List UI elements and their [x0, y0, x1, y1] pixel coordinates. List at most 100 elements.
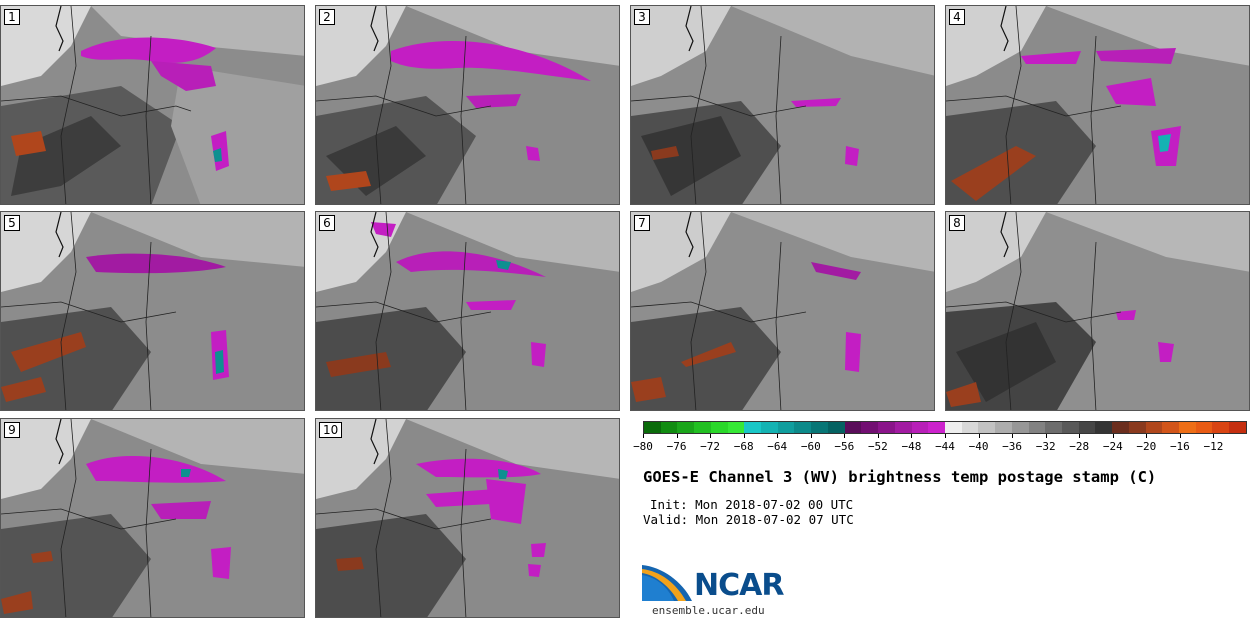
colorbar-tick-label: −64 [767, 440, 788, 453]
colorbar-tick [810, 434, 812, 438]
colorbar-swatch [995, 422, 1012, 433]
colorbar-tick [643, 434, 644, 438]
panel-label: 4 [949, 9, 965, 25]
colorbar-tick [676, 434, 678, 438]
colorbar-tick-label: −32 [1035, 440, 1056, 453]
colorbar-tick-label: −76 [666, 440, 687, 453]
panel-label: 6 [319, 215, 335, 231]
stamp-panel-10: 10 [315, 418, 620, 618]
colorbar-swatch [1145, 422, 1163, 433]
panel-label: 3 [634, 9, 650, 25]
colorbar-ticks: −80 −76 −72 −68 −64 −60 −56 −52 −48 −44 −40 −36 −32−… [633, 434, 1247, 456]
colorbar-swatch [844, 422, 862, 433]
panel-label: 9 [4, 422, 20, 438]
stamp-panel-1: 1 [0, 5, 305, 205]
colorbar-tick-label: −16 [1169, 440, 1190, 453]
colorbar-swatch [1195, 422, 1213, 433]
colorbar-tick-label: −56 [834, 440, 855, 453]
colorbar-tick-label: −28 [1069, 440, 1090, 453]
colorbar-swatch [794, 422, 812, 433]
colorbar-swatch [1011, 422, 1029, 433]
colorbar-tick-label: −48 [901, 440, 922, 453]
panel-label: 7 [634, 215, 650, 231]
colorbar-swatch [1095, 422, 1113, 433]
stamp-panel-9: 9 [0, 418, 305, 618]
colorbar-tick-label: −52 [867, 440, 888, 453]
colorbar-swatch [1045, 422, 1062, 433]
panel-label: 8 [949, 215, 965, 231]
colorbar-tick-label: −40 [968, 440, 989, 453]
colorbar-tick-label: −12 [1203, 440, 1224, 453]
colorbar-tick-label: −20 [1136, 440, 1157, 453]
colorbar [643, 421, 1247, 434]
colorbar-swatch [677, 422, 695, 433]
wv-map-6 [316, 212, 619, 410]
colorbar-swatch [894, 422, 912, 433]
colorbar-tick [1045, 434, 1047, 438]
wv-map-8 [946, 212, 1249, 410]
wv-map-4 [946, 6, 1249, 204]
ncar-url: ensemble.ucar.edu [652, 604, 765, 617]
colorbar-swatch [827, 422, 845, 433]
colorbar-tick [1146, 434, 1148, 438]
colorbar-tick-label: −72 [700, 440, 721, 453]
stamp-panel-6: 6 [315, 211, 620, 411]
colorbar-swatch [761, 422, 778, 433]
colorbar-swatch [744, 422, 762, 433]
wv-map-5 [1, 212, 304, 410]
colorbar-swatch [727, 422, 745, 433]
colorbar-swatch [1229, 422, 1246, 433]
wv-map-10 [316, 419, 619, 617]
wv-map-2 [316, 6, 619, 204]
colorbar-swatch [811, 422, 828, 433]
wv-map-3 [631, 6, 934, 204]
colorbar-swatch [710, 422, 728, 433]
colorbar-swatch [1128, 422, 1146, 433]
wv-map-7 [631, 212, 934, 410]
colorbar-tick [844, 434, 846, 438]
colorbar-swatch [944, 422, 962, 433]
colorbar-swatch [861, 422, 879, 433]
stamp-panel-3: 3 [630, 5, 935, 205]
colorbar-swatch [928, 422, 945, 433]
colorbar-swatch [1212, 422, 1230, 433]
colorbar-tick-label: −80 [633, 440, 653, 453]
colorbar-tick [978, 434, 980, 438]
colorbar-swatch [1179, 422, 1196, 433]
colorbar-swatch [1112, 422, 1129, 433]
figure-title: GOES-E Channel 3 (WV) brightness temp po… [643, 468, 1157, 486]
wv-map-1 [1, 6, 304, 204]
panel-label: 10 [319, 422, 343, 438]
wv-map-9 [1, 419, 304, 617]
ncar-logo: NCAR ensemble.ucar.edu [642, 563, 802, 619]
colorbar-tick [777, 434, 779, 438]
stamp-panel-5: 5 [0, 211, 305, 411]
colorbar-swatch [694, 422, 711, 433]
colorbar-tick-label: −44 [935, 440, 955, 453]
colorbar-tick [1012, 434, 1014, 438]
init-time: Init: Mon 2018-07-02 00 UTC [650, 497, 854, 512]
colorbar-swatch [878, 422, 895, 433]
panel-label: 1 [4, 9, 20, 25]
colorbar-swatch [911, 422, 929, 433]
valid-time: Valid: Mon 2018-07-02 07 UTC [643, 512, 854, 527]
colorbar-swatch [644, 422, 661, 433]
colorbar-swatch [1078, 422, 1096, 433]
colorbar-tick [877, 434, 879, 438]
panel-label: 5 [4, 215, 20, 231]
colorbar-swatch [1162, 422, 1179, 433]
colorbar-tick [1213, 434, 1215, 438]
colorbar-swatch [1061, 422, 1079, 433]
colorbar-tick [743, 434, 745, 438]
stamp-panel-7: 7 [630, 211, 935, 411]
colorbar-swatch [978, 422, 996, 433]
panel-label: 2 [319, 9, 335, 25]
ncar-swoosh-icon [642, 565, 692, 601]
colorbar-tick [1179, 434, 1181, 438]
stamp-panel-4: 4 [945, 5, 1250, 205]
colorbar-swatch [777, 422, 795, 433]
colorbar-swatch [961, 422, 979, 433]
colorbar-swatch [1028, 422, 1046, 433]
colorbar-tick [945, 434, 946, 438]
stamp-panel-8: 8 [945, 211, 1250, 411]
